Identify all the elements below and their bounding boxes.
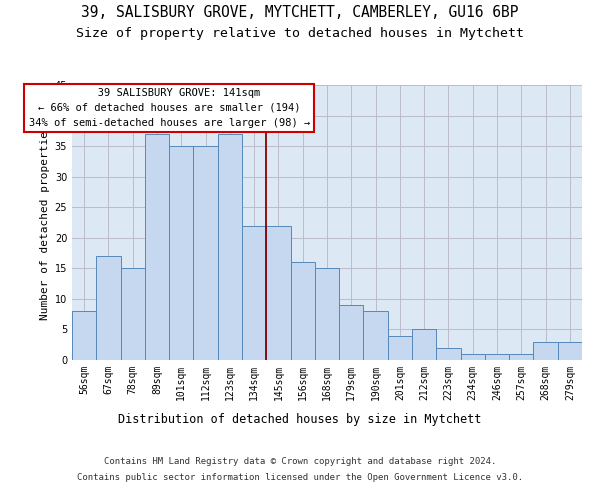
Bar (412, 330, 436, 360)
Bar (242, 226, 266, 360)
Bar (145, 134, 169, 360)
Y-axis label: Number of detached properties: Number of detached properties (40, 124, 50, 320)
Bar (169, 146, 193, 360)
Bar (72, 311, 96, 360)
Bar (290, 262, 315, 360)
Bar (509, 354, 533, 360)
Bar (96, 256, 121, 360)
Text: Contains HM Land Registry data © Crown copyright and database right 2024.: Contains HM Land Registry data © Crown c… (104, 458, 496, 466)
Bar (266, 226, 290, 360)
Bar (218, 134, 242, 360)
Bar (388, 336, 412, 360)
Bar (339, 305, 364, 360)
Bar (533, 342, 558, 360)
Bar (121, 268, 145, 360)
Bar (193, 146, 218, 360)
Text: 39, SALISBURY GROVE, MYTCHETT, CAMBERLEY, GU16 6BP: 39, SALISBURY GROVE, MYTCHETT, CAMBERLEY… (81, 5, 519, 20)
Bar (315, 268, 339, 360)
Text: Size of property relative to detached houses in Mytchett: Size of property relative to detached ho… (76, 28, 524, 40)
Bar (485, 354, 509, 360)
Bar (461, 354, 485, 360)
Text: Contains public sector information licensed under the Open Government Licence v3: Contains public sector information licen… (77, 472, 523, 482)
Text: Distribution of detached houses by size in Mytchett: Distribution of detached houses by size … (118, 412, 482, 426)
Bar (558, 342, 582, 360)
Bar (364, 311, 388, 360)
Bar (436, 348, 461, 360)
Text: 39 SALISBURY GROVE: 141sqm
← 66% of detached houses are smaller (194)
34% of sem: 39 SALISBURY GROVE: 141sqm ← 66% of deta… (29, 88, 310, 128)
